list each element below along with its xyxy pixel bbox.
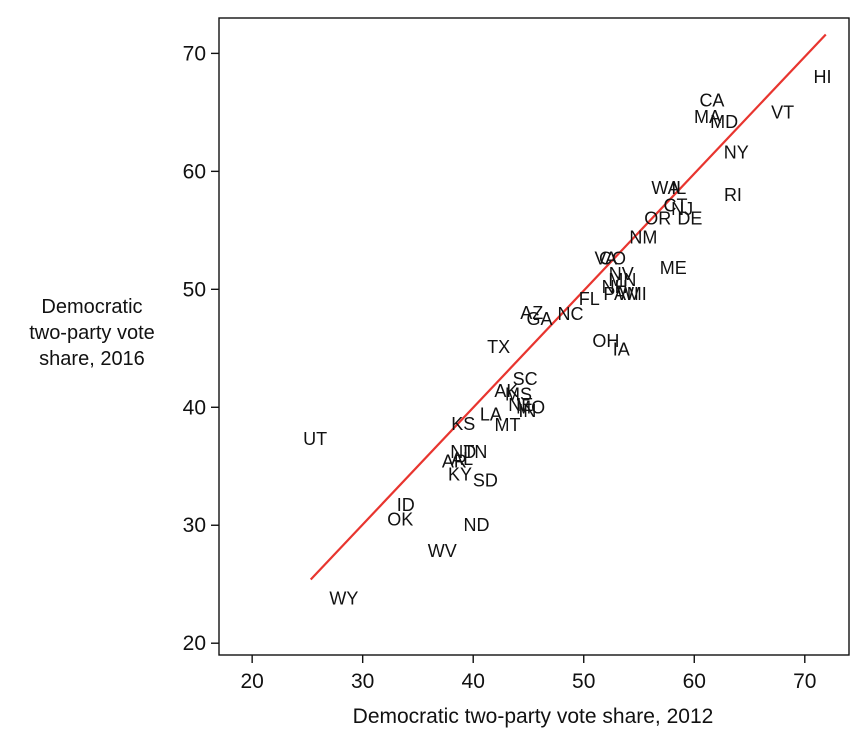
state-point-nv: NV xyxy=(609,264,634,284)
state-point-ks: KS xyxy=(451,414,475,434)
state-point-ca: CA xyxy=(699,91,724,111)
state-point-de: DE xyxy=(677,209,702,229)
plot-frame xyxy=(218,17,850,656)
state-point-nm: NM xyxy=(629,227,657,247)
state-point-ga: GA xyxy=(527,309,553,329)
state-point-vt: VT xyxy=(771,102,794,122)
state-point-nj: NJ xyxy=(671,199,693,219)
state-point-mi: MI xyxy=(627,284,647,304)
state-point-nh: NH xyxy=(602,277,628,297)
state-point-mo: MO xyxy=(516,397,545,417)
y-axis-label-line: two-party vote xyxy=(29,322,155,344)
state-point-co: CO xyxy=(599,249,626,269)
y-axis-label-line: Democratic xyxy=(41,296,143,318)
y-tick-label: 70 xyxy=(183,42,206,65)
y-tick-label: 40 xyxy=(183,396,206,419)
state-point-me: ME xyxy=(660,258,687,278)
y-axis-label-line: share, 2016 xyxy=(39,348,145,370)
x-tick-label: 70 xyxy=(793,670,816,693)
state-point-ky: KY xyxy=(448,465,472,485)
state-point-nc: NC xyxy=(557,304,583,324)
state-point-in: IN xyxy=(518,401,536,421)
state-point-ms: MS xyxy=(505,384,532,404)
x-axis-label: Democratic two-party vote share, 2012 xyxy=(353,705,714,728)
state-point-pa: PA xyxy=(603,284,626,304)
y-tick-label: 50 xyxy=(183,278,206,301)
x-tick-label: 50 xyxy=(572,670,595,693)
state-point-wv: WV xyxy=(428,541,457,561)
state-point-ny: NY xyxy=(724,142,749,162)
state-point-wa: WA xyxy=(651,178,679,198)
y-axis-label: Democratic two-party vote share, 2016 xyxy=(2,294,182,372)
state-point-wi: WI xyxy=(617,284,639,304)
state-point-il: IL xyxy=(671,178,686,198)
state-point-nd: ND xyxy=(464,515,490,535)
x-tick-label: 60 xyxy=(683,670,706,693)
state-point-va: VA xyxy=(594,249,617,269)
state-point-sd: SD xyxy=(473,470,498,490)
state-point-al: AL xyxy=(451,449,473,469)
x-axis: 20 30 40 50 60 70 xyxy=(240,655,816,693)
state-point-ct: CT xyxy=(663,196,687,216)
state-point-fl: FL xyxy=(579,289,600,309)
y-tick-label: 20 xyxy=(183,632,206,655)
state-point-ne: NE xyxy=(508,395,533,415)
state-point-az: AZ xyxy=(520,303,543,323)
state-point-oh: OH xyxy=(592,331,619,351)
state-point-ma: MA xyxy=(694,107,721,127)
plot-area xyxy=(218,17,850,656)
state-point-md: MD xyxy=(710,112,738,132)
state-point-mt: MT xyxy=(494,415,520,435)
y-tick-label: 30 xyxy=(183,514,206,537)
state-point-ar: AR xyxy=(442,452,467,472)
fit-line xyxy=(309,33,827,581)
fit-line-group xyxy=(309,33,827,581)
state-point-ut: UT xyxy=(303,429,327,449)
y-axis: 20 30 40 50 60 70 xyxy=(183,42,219,655)
y-tick-label: 60 xyxy=(183,160,206,183)
state-point-hi: HI xyxy=(813,67,831,87)
state-point-nd: ND xyxy=(450,442,476,462)
state-point-tn: TN xyxy=(463,442,487,462)
state-point-ia: IA xyxy=(613,339,630,359)
state-point-ri: RI xyxy=(724,185,742,205)
state-point-tx: TX xyxy=(487,337,510,357)
state-point-id: ID xyxy=(397,495,415,515)
x-tick-label: 20 xyxy=(240,670,263,693)
state-point-wy: WY xyxy=(329,588,358,608)
state-point-ak: AK xyxy=(494,381,518,401)
state-point-ok: OK xyxy=(387,509,413,529)
state-point-mn: MN xyxy=(608,270,636,290)
x-tick-label: 40 xyxy=(462,670,485,693)
state-point-or: OR xyxy=(644,209,671,229)
state-point-la: LA xyxy=(480,404,502,424)
state-point-sc: SC xyxy=(513,369,538,389)
x-tick-label: 30 xyxy=(351,670,374,693)
